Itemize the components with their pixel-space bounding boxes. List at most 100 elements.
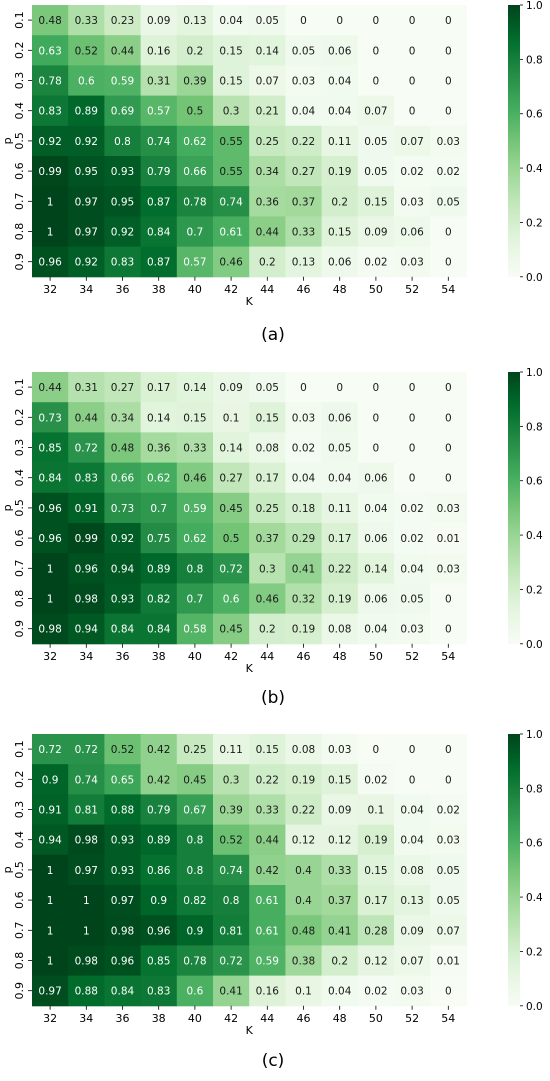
cell-value-label: 0.89: [147, 835, 170, 847]
cell-value-label: 0.7: [187, 594, 204, 606]
cell-value-label: 0: [373, 412, 380, 424]
heatmap-cell: [104, 95, 142, 127]
y-tick-label: 0.4: [13, 102, 26, 120]
heatmap-cell: [213, 462, 250, 494]
cell-value-label: 0.41: [292, 563, 315, 575]
heatmap-cell: [176, 734, 214, 765]
x-axis-label: K: [246, 662, 254, 675]
cell-value-label: 0.1: [295, 986, 312, 998]
heatmap-cell: [394, 915, 431, 946]
cell-value-label: 0.93: [111, 594, 134, 606]
cell-value-label: 0.74: [219, 865, 243, 877]
heatmap-cell: [176, 156, 214, 187]
heatmap-cell: [32, 462, 69, 494]
cell-value-label: 0.55: [219, 166, 242, 178]
cell-value-label: 0.5: [223, 533, 240, 545]
heatmap-cell: [213, 975, 250, 1007]
cell-value-label: 0.27: [219, 473, 242, 485]
heatmap-cell: [249, 945, 286, 977]
cell-value-label: 0.17: [256, 473, 279, 485]
cell-value-label: 0.72: [38, 744, 61, 756]
heatmap-cell: [321, 583, 359, 615]
cell-value-label: 0.02: [364, 257, 387, 269]
cell-value-label: 0.5: [187, 106, 204, 118]
y-tick-label: 0.2: [13, 409, 26, 427]
heatmap-cell: [357, 583, 395, 615]
heatmap-cell: [104, 975, 142, 1007]
cell-value-label: 0.04: [400, 805, 424, 817]
heatmap-cell: [430, 613, 467, 645]
heatmap-cell: [394, 216, 431, 248]
cell-value-label: 0: [373, 76, 380, 88]
heatmap-cell: [394, 613, 431, 645]
heatmap-cell: [32, 5, 69, 36]
heatmap-cell: [321, 734, 359, 765]
heatmap-cell: [285, 35, 323, 66]
heatmap-cell: [104, 462, 142, 494]
colorbar-tick-label: 0.6: [526, 838, 543, 850]
heatmap-cell: [285, 553, 323, 584]
cell-value-label: 0.15: [364, 865, 387, 877]
cell-value-label: 0.85: [38, 443, 61, 455]
cell-value-label: 0.48: [38, 15, 61, 27]
heatmap-cell: [213, 246, 250, 278]
cell-value-label: 0.98: [75, 956, 98, 968]
cell-value-label: 0.92: [38, 136, 61, 148]
colorbar-tick-label: 0.6: [526, 109, 543, 121]
cell-value-label: 0: [409, 106, 416, 118]
cell-value-label: 1: [47, 594, 54, 606]
heatmap-cell: [394, 125, 431, 157]
cell-value-label: 0.36: [256, 196, 280, 208]
heatmap-cell: [213, 613, 250, 645]
cell-value-label: 0.7: [187, 227, 204, 239]
cell-value-label: 0: [409, 473, 416, 485]
y-axis-label: p: [1, 504, 14, 511]
cell-value-label: 0.3: [259, 563, 276, 575]
heatmap-cell: [357, 402, 395, 433]
heatmap-cell: [285, 613, 323, 645]
cell-value-label: 0.03: [437, 136, 460, 148]
heatmap-cell: [357, 734, 395, 765]
heatmap-cell: [176, 854, 214, 886]
cell-value-label: 0.66: [183, 166, 207, 178]
cell-value-label: 0.97: [111, 895, 134, 907]
cell-value-label: 0.74: [219, 196, 243, 208]
heatmap-cell: [68, 156, 105, 187]
heatmap-cell: [249, 553, 286, 584]
heatmap-cell: [68, 462, 105, 494]
cell-value-label: 1: [47, 925, 54, 937]
heatmap-cell: [213, 764, 250, 795]
heatmap-cell: [104, 553, 142, 584]
heatmap-cell: [285, 523, 323, 554]
cell-value-label: 0.22: [256, 774, 279, 786]
cell-value-label: 0.04: [400, 563, 424, 575]
cell-value-label: 0.15: [219, 76, 242, 88]
heatmap-cell: [249, 854, 286, 886]
heatmap-cell: [176, 492, 214, 524]
heatmap-cell: [140, 794, 178, 826]
cell-value-label: 0.55: [219, 136, 242, 148]
cell-value-label: 0.02: [364, 774, 387, 786]
cell-value-label: 0.33: [328, 865, 351, 877]
cell-value-label: 0: [409, 744, 416, 756]
heatmap-cell: [68, 854, 105, 886]
heatmap-cell: [68, 824, 105, 856]
colorbar-tick-label: 1.0: [526, 367, 543, 379]
cell-value-label: 0.05: [292, 45, 315, 57]
cell-value-label: 0.02: [364, 986, 387, 998]
y-tick-label: 0.3: [13, 72, 26, 90]
cell-value-label: 0.98: [75, 835, 98, 847]
cell-value-label: 0.31: [147, 76, 170, 88]
heatmap-panel-3: 0.72 0.72 0.52 0.42 0.25 0.11 0.15 0.08 0.03 0 0 00…: [1, 729, 543, 1071]
heatmap-cell: [176, 794, 214, 826]
cell-value-label: 0.8: [114, 136, 131, 148]
heatmap-cell: [394, 975, 431, 1007]
cell-value-label: 0.8: [187, 835, 204, 847]
heatmap-cell: [32, 764, 69, 795]
heatmap-cell: [321, 945, 359, 977]
cell-value-label: 0.37: [292, 196, 315, 208]
heatmap-cell: [285, 583, 323, 615]
cell-value-label: 0.57: [147, 106, 170, 118]
cell-value-label: 0.29: [292, 533, 315, 545]
cell-value-label: 0.05: [437, 196, 460, 208]
